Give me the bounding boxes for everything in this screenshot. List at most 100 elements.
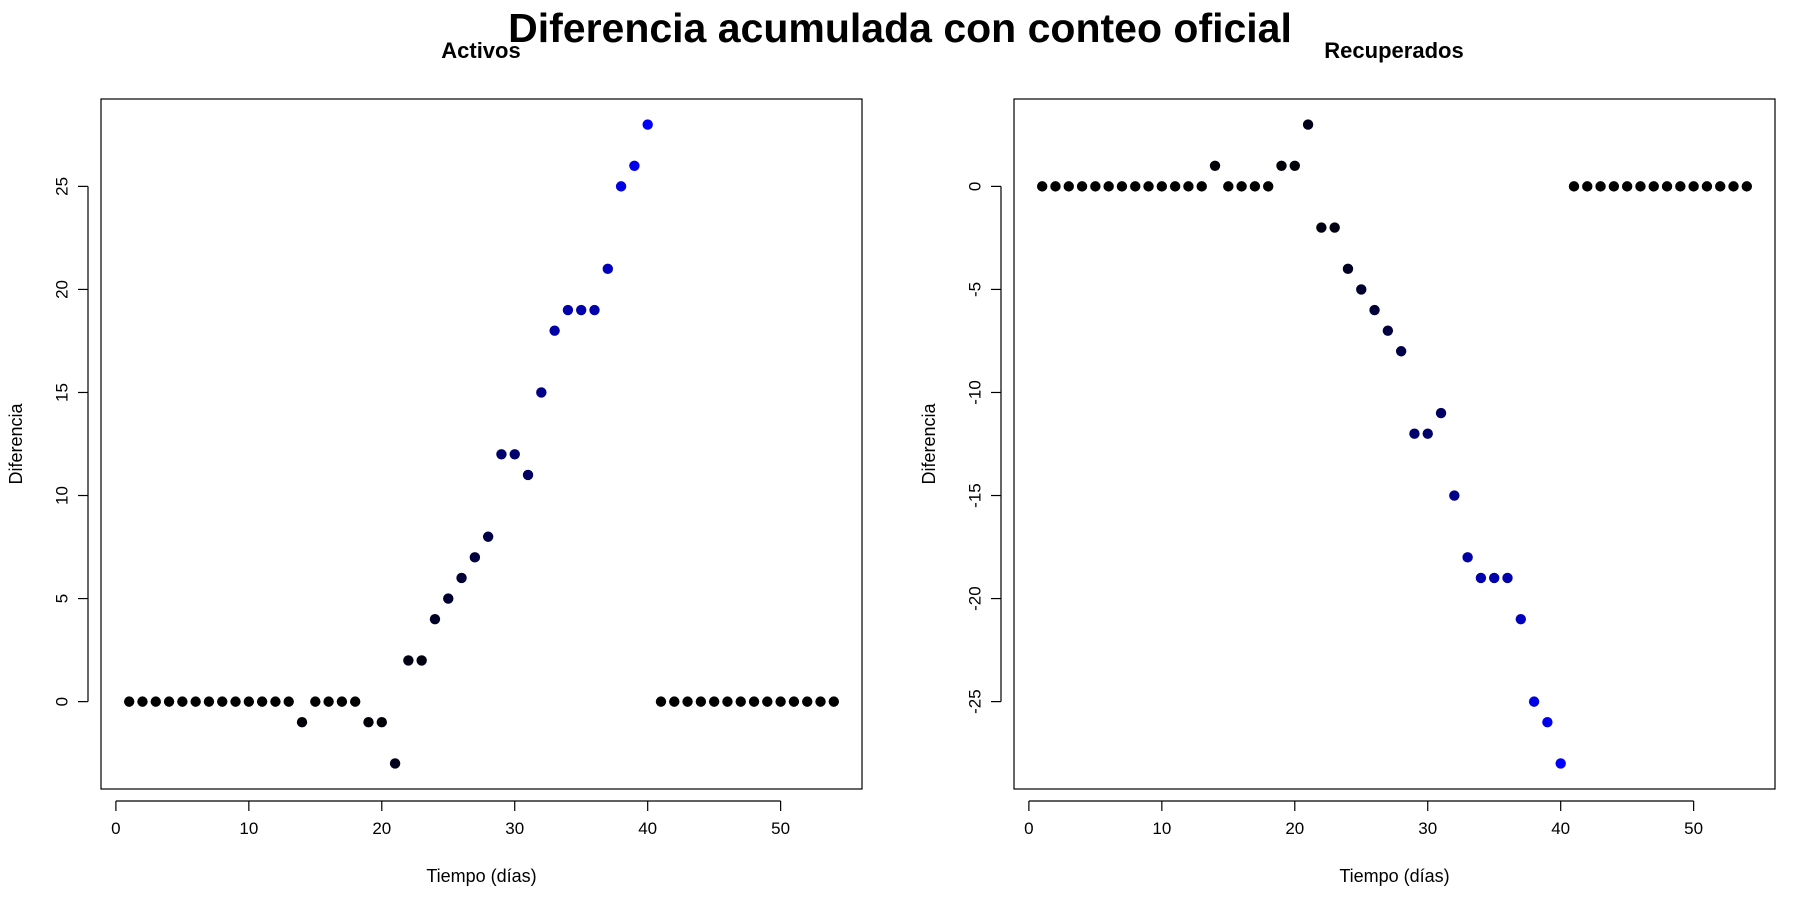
data-point-recuperados — [1262, 181, 1274, 192]
data-point-activos — [416, 655, 427, 666]
data-point-activos — [137, 696, 148, 707]
panels: Activos 0 10 20 30 40 50 0 5 10 15 20 25 Tiempo (días… — [6, 38, 1776, 886]
data-point-activos — [576, 304, 587, 316]
data-point-recuperados — [1648, 181, 1659, 192]
data-point-activos — [177, 696, 188, 707]
data-point-activos — [735, 696, 746, 707]
data-point-recuperados — [1595, 181, 1606, 192]
data-point-activos — [363, 717, 374, 728]
x-tick-label-recuperados: 0 — [1024, 819, 1033, 838]
data-point-recuperados — [1741, 181, 1753, 192]
data-point-recuperados — [1542, 717, 1553, 728]
data-point-activos — [482, 531, 494, 542]
data-point-activos — [323, 696, 334, 707]
data-point-recuperados — [1143, 181, 1154, 192]
data-point-activos — [748, 696, 760, 707]
y-tick-label-activos: 25 — [53, 177, 72, 196]
data-point-activos — [695, 696, 707, 707]
x-tick-label-activos: 40 — [638, 819, 657, 838]
x-tick-label-recuperados: 40 — [1551, 819, 1570, 838]
data-point-recuperados — [1395, 346, 1407, 357]
y-tick-label-activos: 20 — [53, 280, 72, 299]
data-point-activos — [243, 696, 255, 707]
data-point-recuperados — [1169, 181, 1181, 192]
data-point-activos — [163, 696, 175, 707]
data-point-recuperados — [1329, 222, 1340, 233]
data-point-activos — [802, 696, 813, 707]
data-point-activos — [496, 449, 507, 460]
data-point-recuperados — [1688, 181, 1699, 192]
panel-title-recuperados: Recuperados — [1324, 38, 1463, 63]
y-tick-label-recuperados: -25 — [966, 689, 985, 714]
data-point-activos — [562, 304, 574, 316]
data-point-recuperados — [1116, 181, 1128, 192]
data-point-activos — [669, 696, 680, 707]
data-point-recuperados — [1196, 181, 1207, 192]
y-tick-label-activos: 15 — [53, 383, 72, 402]
data-point-activos — [336, 696, 348, 707]
data-point-recuperados — [1076, 181, 1088, 192]
data-point-recuperados — [1369, 304, 1380, 316]
y-tick-label-recuperados: -20 — [966, 586, 985, 611]
y-axis-label-recuperados: Diferencia — [919, 402, 939, 484]
data-point-activos — [283, 696, 294, 707]
data-point-recuperados — [1356, 284, 1367, 295]
panel-recuperados: Recuperados 0 10 20 30 40 50 0 -5 -10 -15 -20 -25 Tie… — [919, 38, 1776, 886]
y-axis-label-activos: Diferencia — [6, 402, 26, 484]
data-point-activos — [788, 696, 800, 707]
data-point-recuperados — [1489, 572, 1500, 584]
data-point-activos — [270, 696, 281, 707]
data-point-recuperados — [1063, 181, 1074, 192]
data-point-recuperados — [1342, 263, 1354, 275]
x-axis-label-recuperados: Tiempo (días) — [1339, 866, 1449, 886]
data-point-recuperados — [1462, 552, 1473, 563]
data-point-recuperados — [1435, 407, 1447, 419]
data-point-recuperados — [1302, 119, 1314, 130]
plot-frame-recuperados — [1013, 98, 1776, 790]
data-point-recuperados — [1422, 428, 1433, 439]
data-point-recuperados — [1183, 181, 1194, 192]
data-point-activos — [828, 696, 840, 707]
data-point-activos — [509, 449, 520, 460]
data-point-activos — [217, 696, 228, 707]
data-point-recuperados — [1555, 758, 1566, 769]
data-point-recuperados — [1036, 181, 1048, 192]
data-point-recuperados — [1223, 181, 1234, 192]
data-point-recuperados — [1156, 181, 1168, 192]
data-point-recuperados — [1289, 160, 1300, 171]
data-point-recuperados — [1103, 181, 1114, 192]
data-point-recuperados — [1249, 181, 1261, 192]
data-point-recuperados — [1502, 572, 1513, 584]
data-point-activos — [469, 552, 481, 563]
x-tick-label-activos: 30 — [505, 819, 524, 838]
data-point-activos — [522, 469, 534, 481]
data-point-recuperados — [1715, 181, 1726, 192]
data-point-recuperados — [1449, 490, 1460, 501]
x-tick-label-recuperados: 30 — [1418, 819, 1437, 838]
data-point-recuperados — [1661, 181, 1673, 192]
x-tick-label-recuperados: 20 — [1285, 819, 1304, 838]
data-point-activos — [429, 613, 441, 625]
y-tick-label-recuperados: -10 — [966, 380, 985, 405]
data-point-activos — [549, 325, 560, 336]
data-point-recuperados — [1528, 696, 1540, 707]
data-point-recuperados — [1090, 181, 1101, 192]
panel-activos: Activos 0 10 20 30 40 50 0 5 10 15 20 25 Tiempo (días… — [6, 38, 863, 886]
data-point-recuperados — [1475, 572, 1487, 584]
y-tick-label-activos: 0 — [53, 697, 72, 706]
data-point-recuperados — [1130, 181, 1141, 192]
data-point-activos — [456, 572, 467, 584]
data-point-activos — [349, 696, 361, 707]
data-point-recuperados — [1050, 181, 1061, 192]
data-point-activos — [123, 696, 135, 707]
data-point-activos — [310, 696, 321, 707]
data-point-recuperados — [1209, 160, 1221, 171]
data-point-activos — [296, 717, 308, 728]
x-tick-label-activos: 20 — [372, 819, 391, 838]
data-point-recuperados — [1675, 181, 1686, 192]
data-point-recuperados — [1568, 181, 1580, 192]
data-point-activos — [256, 696, 268, 707]
data-point-activos — [682, 696, 693, 707]
